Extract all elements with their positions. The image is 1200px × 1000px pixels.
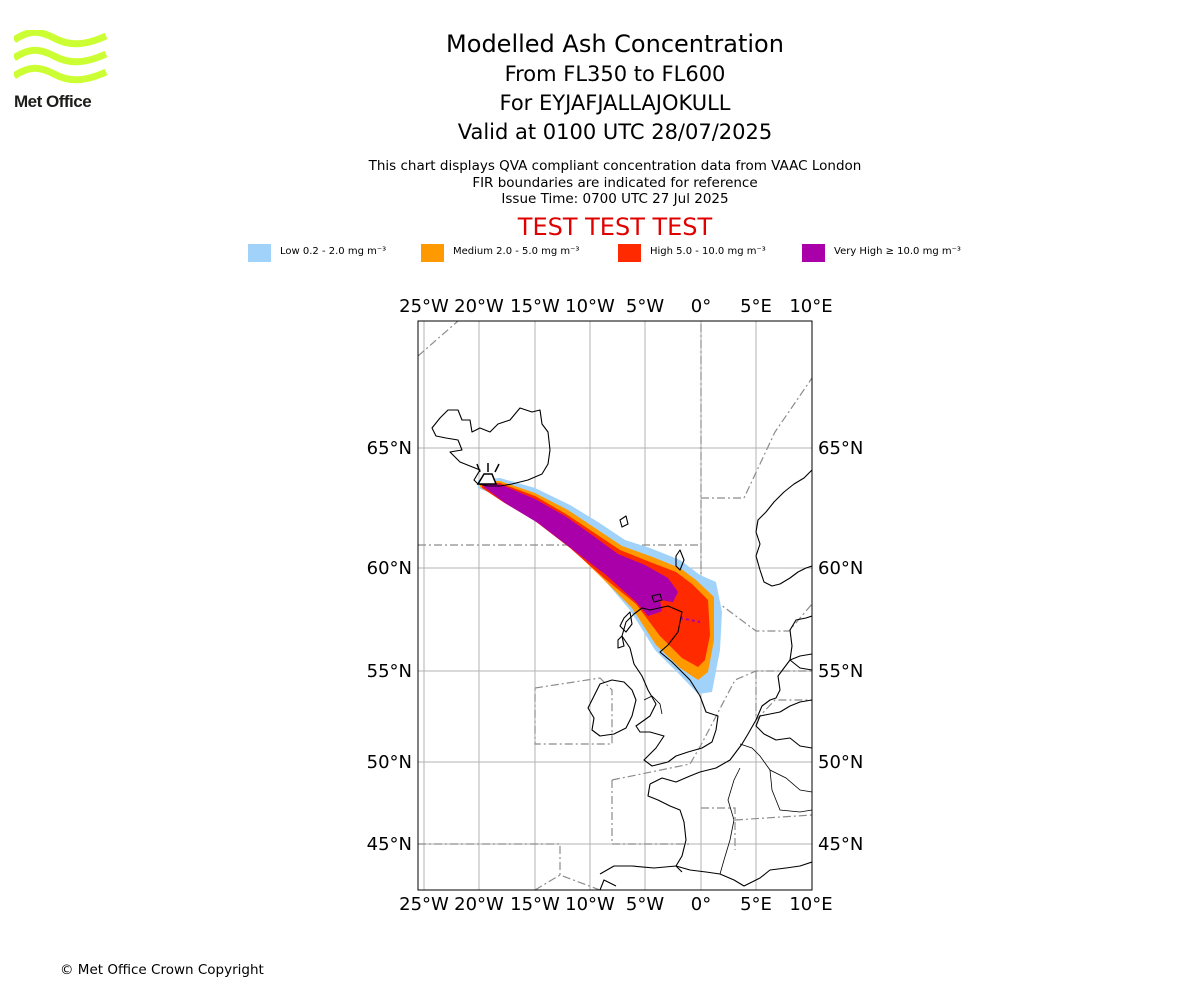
- ash-high: [482, 482, 710, 667]
- lon-label-bottom-5e: 5°E: [740, 894, 772, 915]
- lat-label-right-50n: 50°N: [818, 752, 863, 773]
- ash-plume: [478, 478, 722, 694]
- lon-label-bottom-5w: 5°W: [626, 894, 664, 915]
- copyright: © Met Office Crown Copyright: [60, 962, 264, 978]
- lon-label-top-25w: 25°W: [399, 296, 449, 317]
- ash-high-core: [660, 600, 705, 650]
- legend-swatch-medium: [421, 244, 444, 262]
- coast-ireland: [587, 679, 637, 737]
- legend-label-low: Low 0.2 - 2.0 mg m⁻³: [280, 246, 387, 257]
- lon-label-top-15w: 15°W: [510, 296, 560, 317]
- country-borders: [643, 695, 812, 875]
- legend-swatch-very-high: [802, 244, 825, 262]
- flight-level-range: From FL350 to FL600: [504, 62, 726, 86]
- chart-notes: This chart displays QVA compliant concen…: [315, 158, 915, 208]
- met-office-logo: Met Office: [12, 28, 114, 112]
- lon-label-top-10e: 10°E: [789, 296, 832, 317]
- volcano-name: For EYJAFJALLAJOKULL: [499, 91, 731, 115]
- lat-label-left-60n: 60°N: [367, 558, 412, 579]
- note-fir: FIR boundaries are indicated for referen…: [472, 174, 758, 191]
- lat-label-left-55n: 55°N: [367, 661, 412, 682]
- met-office-wave-icon: [12, 28, 108, 84]
- lat-label-right-45n: 45°N: [818, 834, 863, 855]
- lon-label-bottom-0: 0°: [691, 894, 711, 915]
- graticule: [418, 321, 812, 890]
- volcano-icon: [476, 463, 500, 485]
- fir-boundaries: [418, 321, 812, 890]
- lon-label-bottom-25w: 25°W: [399, 894, 449, 915]
- lat-labels-right: 65°N 60°N 55°N 50°N 45°N: [818, 438, 863, 855]
- lon-label-top-10w: 10°W: [565, 296, 615, 317]
- note-issue-time: Issue Time: 0700 UTC 27 Jul 2025: [501, 191, 729, 207]
- lon-label-top-0: 0°: [691, 296, 711, 317]
- lat-label-left-65n: 65°N: [367, 438, 412, 459]
- lon-label-top-5e: 5°E: [740, 296, 772, 317]
- lon-label-top-20w: 20°W: [454, 296, 504, 317]
- valid-time: Valid at 0100 UTC 28/07/2025: [457, 120, 773, 144]
- test-banner: TEST TEST TEST: [517, 213, 713, 241]
- lat-label-right-60n: 60°N: [818, 558, 863, 579]
- logo-text: Met Office: [14, 92, 92, 111]
- lon-label-bottom-20w: 20°W: [454, 894, 504, 915]
- lon-label-top-5w: 5°W: [626, 296, 664, 317]
- lon-label-bottom-10w: 10°W: [565, 894, 615, 915]
- lat-label-right-55n: 55°N: [818, 661, 863, 682]
- chart-titles: Modelled Ash Concentration From FL350 to…: [315, 28, 915, 147]
- ash-very-high: [484, 482, 678, 616]
- lon-label-bottom-10e: 10°E: [789, 894, 832, 915]
- coastlines: [431, 407, 812, 890]
- ash-medium: [480, 481, 714, 680]
- lon-labels-top: 25°W 20°W 15°W 10°W 5°W 0° 5°E 10°E: [399, 296, 832, 317]
- lon-labels-bottom: 25°W 20°W 15°W 10°W 5°W 0° 5°E 10°E: [399, 894, 832, 915]
- legend-swatch-low: [248, 244, 271, 262]
- coast-france: [649, 653, 812, 785]
- legend-label-medium: Medium 2.0 - 5.0 mg m⁻³: [453, 246, 580, 257]
- note-qva: This chart displays QVA compliant concen…: [368, 158, 862, 174]
- map-frame: [417, 320, 813, 891]
- lon-label-bottom-15w: 15°W: [510, 894, 560, 915]
- coast-norway: [755, 469, 812, 587]
- lat-label-left-45n: 45°N: [367, 834, 412, 855]
- legend-label-very-high: Very High ≥ 10.0 mg m⁻³: [834, 246, 961, 257]
- coast-iceland: [431, 407, 551, 487]
- legend-swatch-high: [618, 244, 641, 262]
- coast-great-britain: [621, 605, 719, 767]
- lat-label-right-65n: 65°N: [818, 438, 863, 459]
- lat-labels-left: 65°N 60°N 55°N 50°N 45°N: [367, 438, 412, 855]
- lat-label-left-50n: 50°N: [367, 752, 412, 773]
- legend-label-high: High 5.0 - 10.0 mg m⁻³: [650, 246, 766, 257]
- chart-title: Modelled Ash Concentration: [446, 30, 784, 58]
